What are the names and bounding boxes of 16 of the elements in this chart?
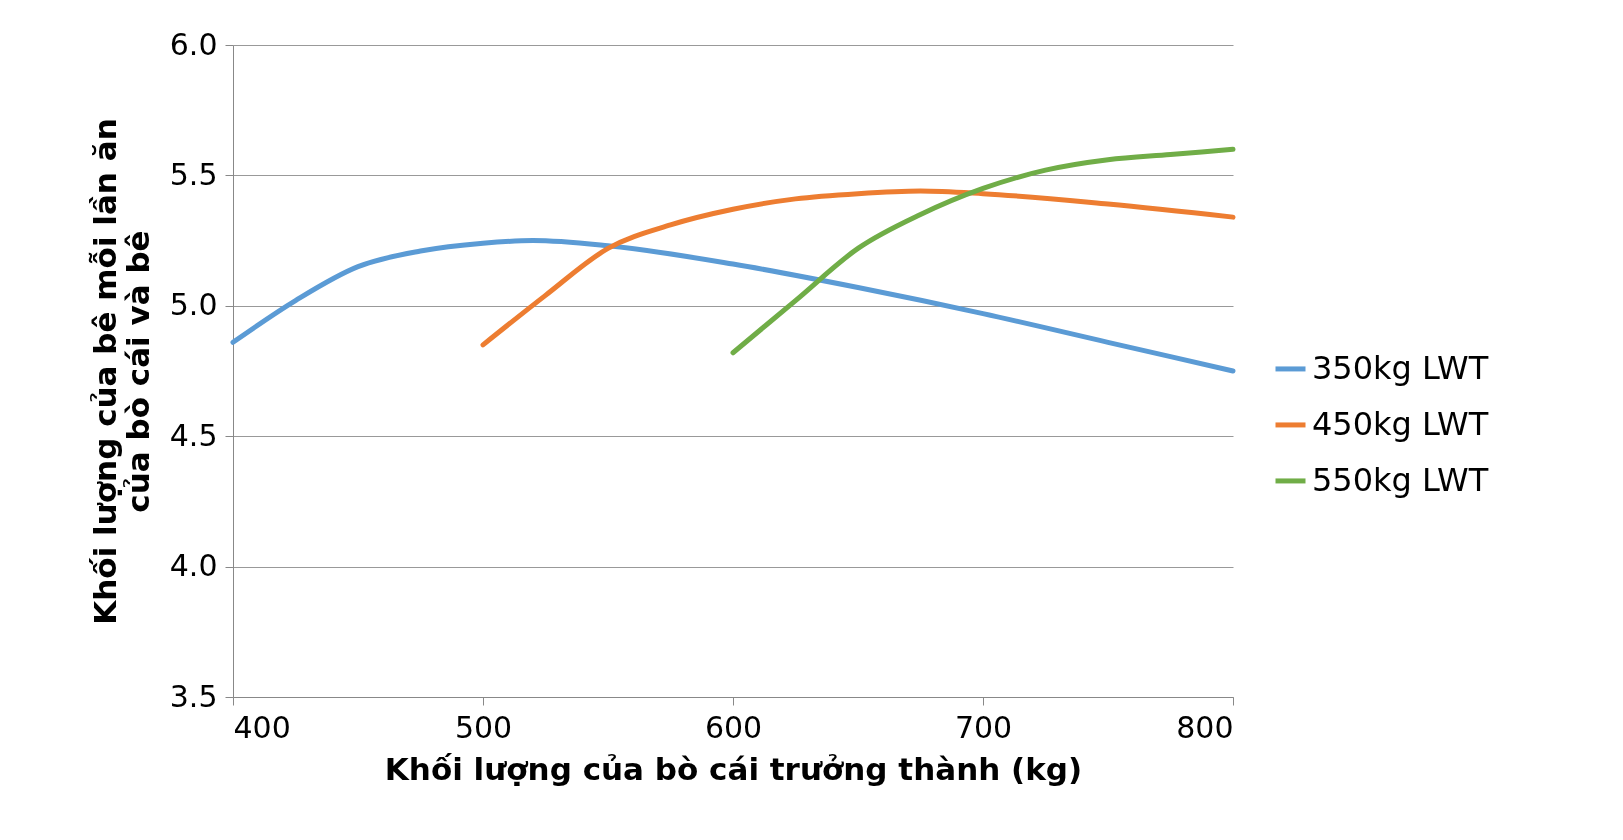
y-tick-label: 6.0 — [169, 26, 218, 62]
legend-label: 550kg LWT — [1312, 460, 1489, 499]
y-tick-label: 4.0 — [169, 548, 218, 584]
legend-label: 450kg LWT — [1312, 404, 1489, 443]
y-tick-label: 4.5 — [169, 417, 218, 453]
x-tick-label: 800 — [1176, 709, 1234, 745]
x-tick-label: 600 — [704, 709, 763, 745]
x-axis-title: Khối lượng của bò cái trưởng thành (kg) — [384, 750, 1083, 787]
legend-label: 350kg LWT — [1312, 348, 1489, 387]
y-tick-label: 5.0 — [169, 287, 218, 323]
y-tick-label: 5.5 — [169, 156, 218, 192]
x-tick-label: 700 — [954, 709, 1013, 745]
y-tick-label: 3.5 — [169, 678, 218, 714]
x-tick-label: 400 — [233, 709, 291, 745]
y-axis-title: Khối lượng của bê mỗi lần ăn của bò cái và bê — [86, 118, 156, 625]
x-tick-label: 500 — [454, 709, 513, 745]
